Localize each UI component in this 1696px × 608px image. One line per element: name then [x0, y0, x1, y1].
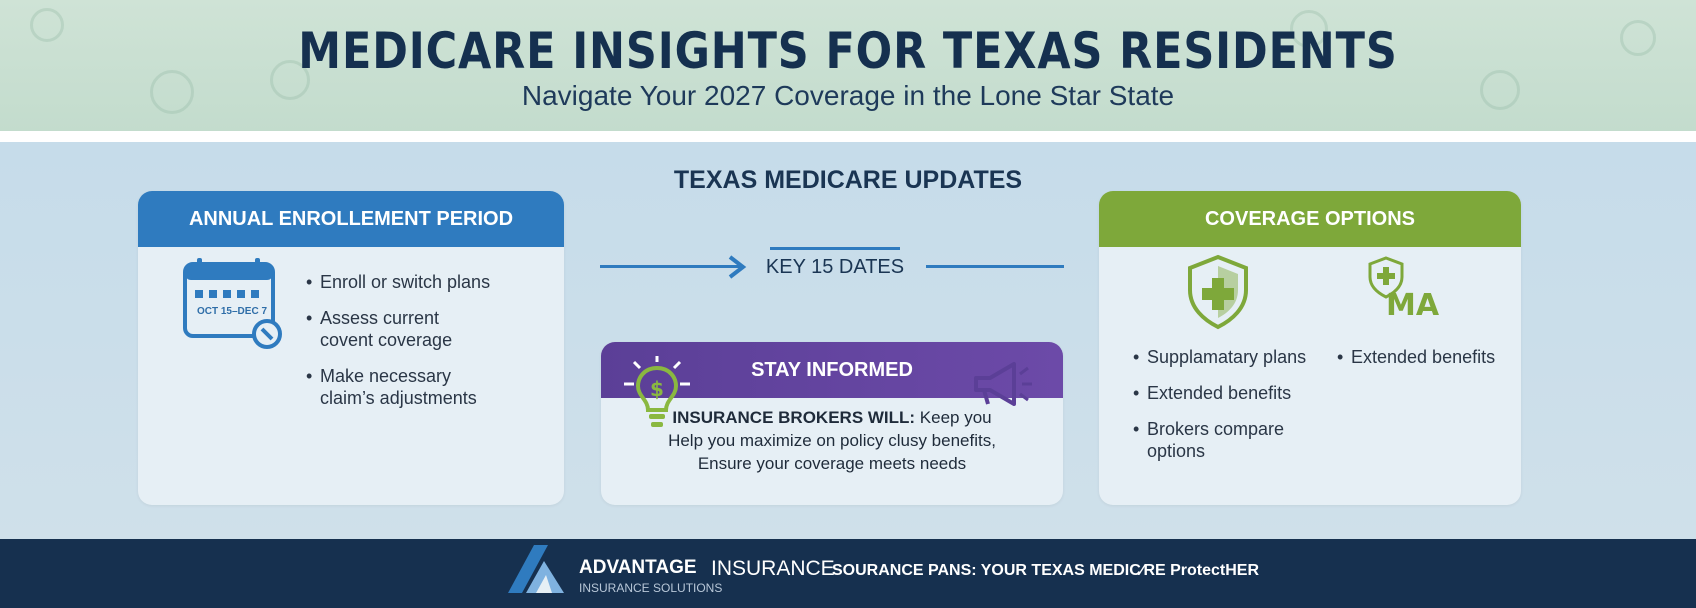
- bullet-text: covent coverage: [320, 330, 453, 350]
- arrow-right-icon: [728, 255, 747, 279]
- brand-name-secondary: INSURANCE: [711, 557, 835, 580]
- stay-informed-text: INSURANCE BROKERS WILL: Keep you Help yo…: [601, 406, 1063, 475]
- list-item: Extended benefits: [1133, 382, 1333, 404]
- decorative-circle-icon: [1290, 10, 1328, 48]
- footer-tagline: SOURANCE PANS: YOUR TEXAS MEDIC⁄RE Prote…: [832, 562, 1260, 579]
- ma-label: MA: [1386, 288, 1440, 319]
- key-dates-label: KEY 15 DATES: [765, 256, 905, 278]
- header-banner: [0, 0, 1696, 131]
- stay-informed-card: STAY INFORMED: [601, 342, 1063, 505]
- bullet-text: Assess current: [320, 308, 440, 328]
- brand-name: ADVANTAGE: [579, 557, 697, 578]
- shield-ma-icon: MA: [1368, 256, 1440, 319]
- coverage-bullet-list-2: Extended benefits: [1337, 346, 1517, 382]
- brokers-line: INSURANCE BROKERS WILL: Keep you: [601, 406, 1063, 429]
- page-subtitle: Navigate Your 2027 Coverage in the Lone …: [521, 80, 1175, 111]
- list-item: Enroll or switch plans: [306, 271, 546, 293]
- timeline-line-right: [926, 265, 1064, 268]
- coverage-bullet-list: Supplamatary plans Extended benefits Bro…: [1133, 346, 1333, 476]
- brokers-rest: Keep you: [915, 408, 992, 427]
- timeline-line-left: [600, 265, 740, 268]
- decorative-circle-icon: [30, 8, 64, 42]
- divider: [0, 131, 1696, 142]
- list-item: Extended benefits: [1337, 346, 1517, 368]
- bullet-text: Make necessary: [320, 366, 452, 386]
- decorative-circle-icon: [150, 70, 194, 114]
- list-item: Supplamatary plans: [1133, 346, 1333, 368]
- svg-text:$: $: [650, 377, 664, 401]
- brand-subtitle: INSURANCE SOLUTIONS: [579, 581, 723, 595]
- megaphone-icon: [974, 362, 1032, 406]
- section-title: TEXAS MEDICARE UPDATES: [673, 166, 1023, 194]
- bullet-text: Enroll or switch plans: [320, 272, 491, 292]
- list-item: Brokers compare options: [1133, 418, 1333, 462]
- enrollment-bullet-list: Enroll or switch plans Assess currentcov…: [306, 271, 546, 423]
- stay-informed-line: Help you maximize on policy clusy benefi…: [668, 431, 996, 450]
- decorative-circle-icon: [270, 60, 310, 100]
- footer: [0, 539, 1696, 608]
- shield-plus-icon: [1188, 254, 1248, 330]
- calendar-label: OCT 15–DEC 7: [196, 306, 268, 317]
- brokers-label: INSURANCE BROKERS WILL:: [672, 408, 916, 427]
- bullet-text: claim’s adjustments: [320, 388, 477, 408]
- decorative-circle-icon: [1480, 70, 1520, 110]
- lightbulb-dollar-icon: $: [624, 356, 690, 427]
- key-dates-divider: [770, 247, 900, 250]
- enrollment-heading: ANNUAL ENROLLEMENT PERIOD: [138, 191, 564, 247]
- coverage-heading: COVERAGE OPTIONS: [1099, 191, 1521, 247]
- calendar-icon: [183, 258, 282, 349]
- page-title: MEDICARE INSIGHTS FOR TEXAS RESIDENTS: [298, 22, 1398, 80]
- decorative-circle-icon: [1620, 20, 1656, 56]
- advantage-logo-icon: [508, 545, 564, 593]
- stay-informed-line: Ensure your coverage meets needs: [697, 454, 967, 473]
